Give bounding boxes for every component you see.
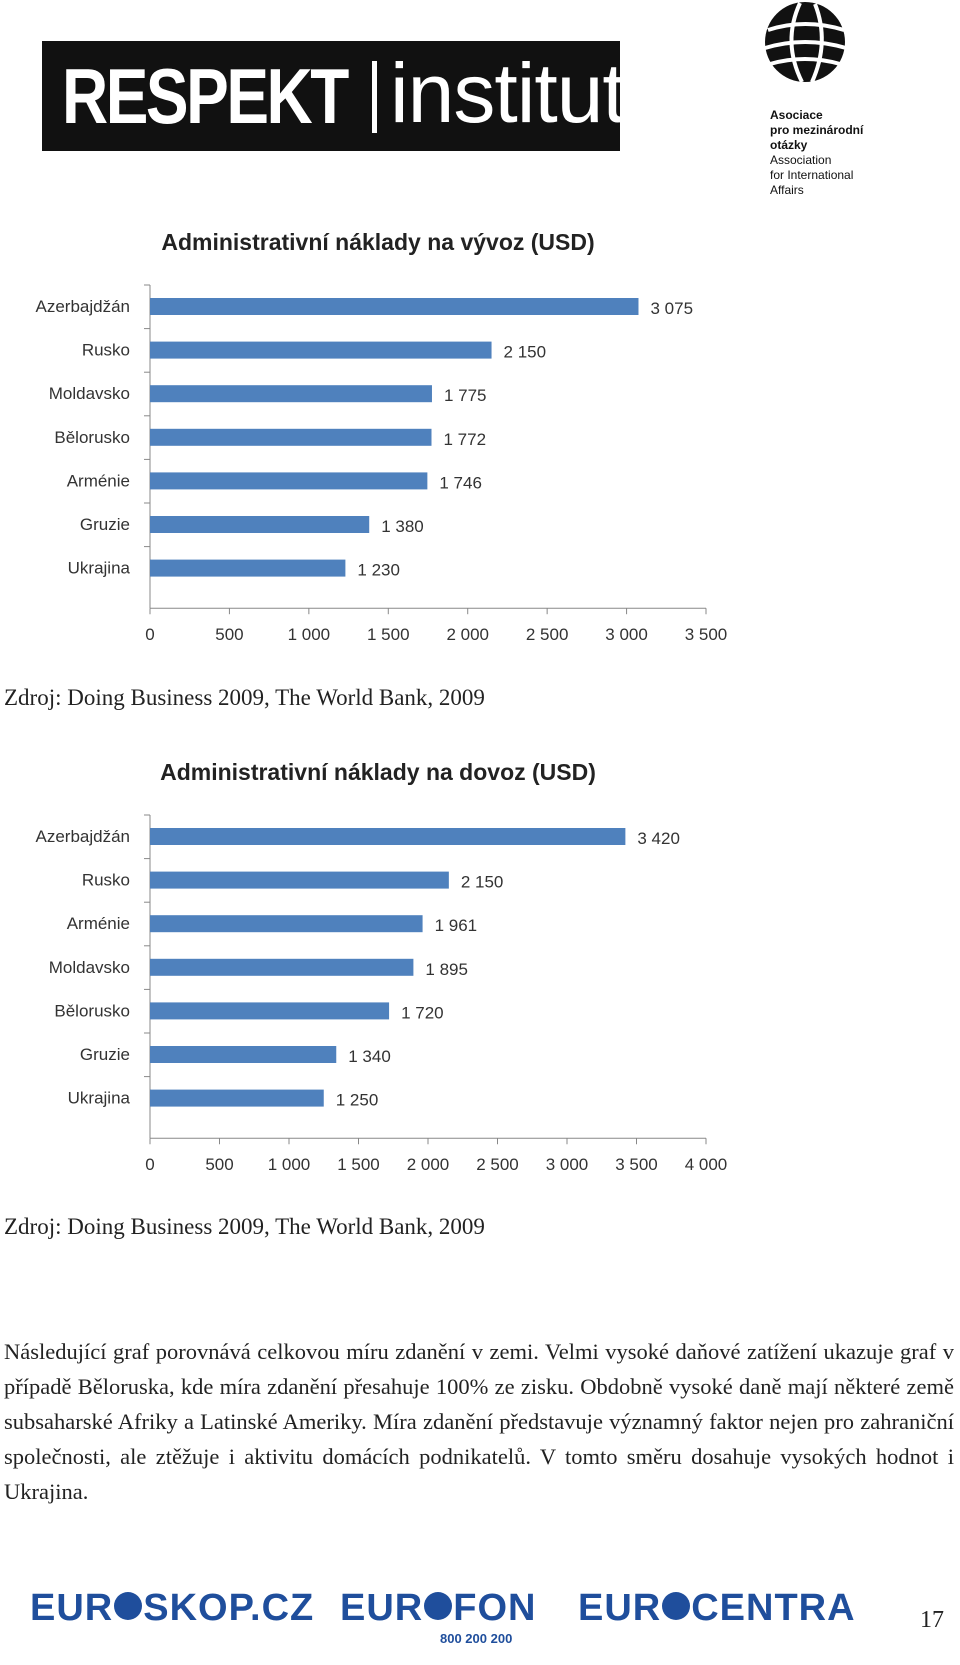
data-label: 1 380 xyxy=(381,517,424,536)
data-label: 3 420 xyxy=(637,829,680,848)
category-label: Bělorusko xyxy=(54,1001,130,1020)
category-label: Moldavsko xyxy=(49,384,130,403)
data-label: 1 720 xyxy=(401,1003,444,1022)
eurofon-phone: 800 200 200 xyxy=(440,1631,513,1646)
eu-stars-icon xyxy=(662,1591,691,1620)
bar xyxy=(150,516,370,533)
body-paragraph: Následující graf porovnává celkovou míru… xyxy=(4,1339,954,1504)
category-label: Gruzie xyxy=(80,515,130,534)
bar xyxy=(150,298,639,315)
category-label: Gruzie xyxy=(80,1045,130,1064)
globe-icon xyxy=(764,2,847,83)
x-tick-label: 3 000 xyxy=(605,625,648,644)
category-label: Arménie xyxy=(67,914,130,933)
category-label: Azerbajdžán xyxy=(35,827,130,846)
logo-divider xyxy=(372,61,377,133)
bar xyxy=(150,1002,390,1020)
eu-stars-icon xyxy=(424,1591,453,1620)
export-cost-chart: Administrativní náklady na vývoz (USD) 0 5… xyxy=(0,220,960,650)
bar xyxy=(150,472,428,490)
amo-text: Asociace pro mezinárodní otázky Associat… xyxy=(770,108,864,197)
x-tick-label: 3 500 xyxy=(685,625,728,644)
bar xyxy=(150,385,432,403)
chart-title: Administrativní náklady na dovoz (USD) xyxy=(160,759,596,785)
bar xyxy=(150,871,449,889)
bar xyxy=(150,958,414,976)
x-tick-label: 0 xyxy=(145,625,154,644)
eu-stars-icon xyxy=(114,1591,143,1620)
respekt-institut-logo: RESPEKT institut xyxy=(42,41,626,151)
x-tick-label: 500 xyxy=(215,625,243,644)
euroskop-logo[interactable]: EUR SKOP.CZ xyxy=(30,1587,315,1629)
category-label: Rusko xyxy=(82,341,130,360)
eurofon-logo[interactable]: EUR FON 800 200 200 xyxy=(340,1587,537,1646)
category-label: Ukrajina xyxy=(68,559,131,578)
x-tick-label: 0 xyxy=(145,1155,154,1174)
x-tick-label: 500 xyxy=(205,1155,233,1174)
category-label: Arménie xyxy=(67,471,130,490)
bar xyxy=(150,559,346,577)
data-label: 1 250 xyxy=(336,1091,379,1110)
import-cost-chart: Administrativní náklady na dovoz (USD) 0 5… xyxy=(0,750,960,1180)
chart-title: Administrativní náklady na vývoz (USD) xyxy=(161,229,594,255)
bar-chart-svg: Administrativní náklady na dovoz (USD) 0 5… xyxy=(35,759,728,1174)
x-tick-label: 3 000 xyxy=(546,1155,589,1174)
bar xyxy=(150,915,423,933)
bar xyxy=(150,1046,337,1063)
x-tick-label: 2 000 xyxy=(407,1155,450,1174)
footer: EUR SKOP.CZ EUR FON 800 200 200 EUR CENTRA … xyxy=(0,1565,960,1665)
data-label: 2 150 xyxy=(504,343,547,362)
x-tick-label: 2 500 xyxy=(476,1155,519,1174)
amo-logo: Asociace pro mezinárodní otázky Associat… xyxy=(760,0,920,205)
data-label: 3 075 xyxy=(650,299,693,318)
x-tick-label: 2 000 xyxy=(446,625,489,644)
data-label: 1 340 xyxy=(348,1047,391,1066)
logo-institut-text: institut xyxy=(390,46,626,140)
logo-respekt-text: RESPEKT xyxy=(62,51,349,140)
data-label: 1 961 xyxy=(435,916,478,935)
data-label: 1 772 xyxy=(443,430,486,449)
bar xyxy=(150,828,626,845)
x-tick-label: 3 500 xyxy=(615,1155,658,1174)
eurocentra-logo[interactable]: EUR CENTRA xyxy=(578,1587,856,1629)
x-tick-label: 1 000 xyxy=(288,625,331,644)
bar xyxy=(150,1089,324,1107)
x-tick-label: 4 000 xyxy=(685,1155,728,1174)
page-number: 17 xyxy=(920,1607,944,1633)
category-label: Moldavsko xyxy=(49,958,130,977)
data-label: 1 746 xyxy=(439,473,482,492)
bar-chart-svg: Administrativní náklady na vývoz (USD) 0 5… xyxy=(35,229,728,644)
source-note-1: Zdroj: Doing Business 2009, The World Ba… xyxy=(4,685,485,710)
category-label: Ukrajina xyxy=(68,1089,131,1108)
category-label: Azerbajdžán xyxy=(35,297,130,316)
x-tick-label: 2 500 xyxy=(526,625,569,644)
data-label: 2 150 xyxy=(461,873,504,892)
x-tick-label: 1 500 xyxy=(367,625,410,644)
data-label: 1 230 xyxy=(357,561,400,580)
data-label: 1 895 xyxy=(425,960,468,979)
bar xyxy=(150,341,492,359)
x-tick-label: 1 000 xyxy=(268,1155,311,1174)
source-note-2: Zdroj: Doing Business 2009, The World Ba… xyxy=(4,1214,485,1239)
category-label: Bělorusko xyxy=(54,428,130,447)
category-label: Rusko xyxy=(82,871,130,890)
x-tick-label: 1 500 xyxy=(337,1155,380,1174)
bar xyxy=(150,428,432,446)
data-label: 1 775 xyxy=(444,386,487,405)
